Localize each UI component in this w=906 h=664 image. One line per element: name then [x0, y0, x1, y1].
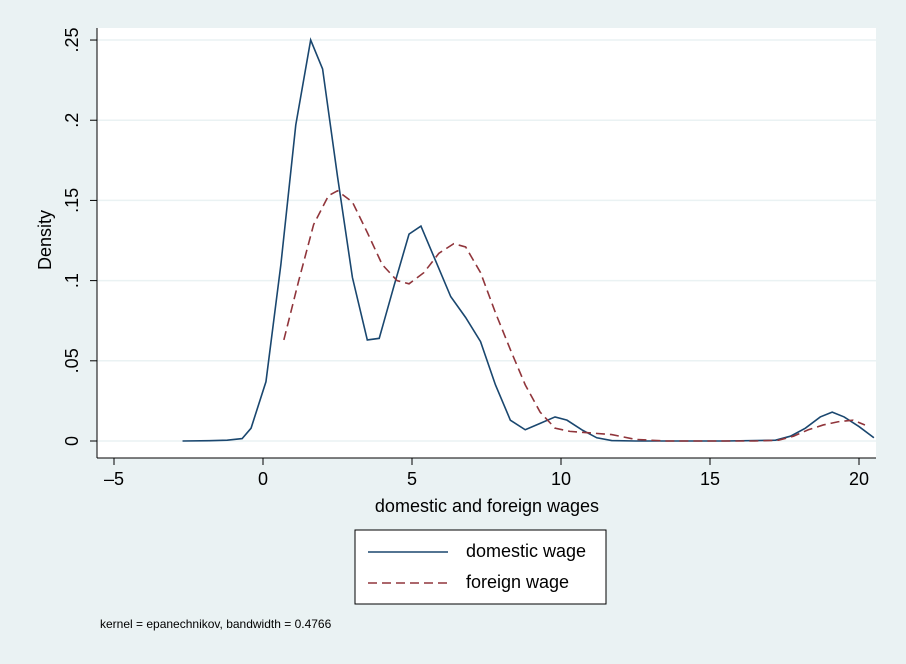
y-tick-label: .2	[62, 113, 82, 128]
x-axis-title: domestic and foreign wages	[375, 496, 599, 516]
legend-label: foreign wage	[466, 572, 569, 592]
x-tick-label: –5	[104, 469, 124, 489]
x-tick-label: 10	[551, 469, 571, 489]
y-tick-label: .1	[62, 273, 82, 288]
y-tick-label: .05	[62, 348, 82, 373]
plot-area	[97, 28, 876, 458]
x-tick-label: 15	[700, 469, 720, 489]
density-line	[283, 189, 866, 442]
x-tick-label: 5	[407, 469, 417, 489]
legend-box	[354, 529, 607, 605]
legend-label: domestic wage	[466, 541, 586, 561]
y-axis-title: Density	[35, 210, 55, 270]
x-tick-label: 0	[258, 469, 268, 489]
y-tick-label: .15	[62, 188, 82, 213]
note: kernel = epanechnikov, bandwidth = 0.476…	[100, 617, 332, 631]
y-tick-label: 0	[62, 436, 82, 446]
y-tick-label: .25	[62, 28, 82, 53]
x-tick-label: 20	[849, 469, 869, 489]
